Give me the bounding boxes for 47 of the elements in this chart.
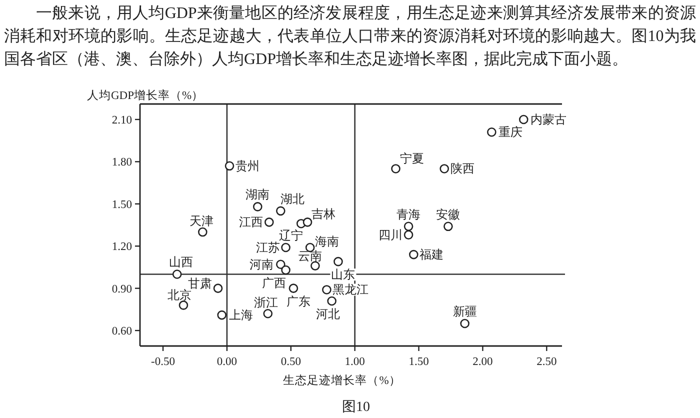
x-tick-label: 1.00 bbox=[344, 356, 365, 368]
point-label: 山东 bbox=[331, 268, 356, 282]
x-tick-label: -0.50 bbox=[151, 356, 175, 368]
x-tick-label: 0.50 bbox=[280, 356, 301, 368]
point-label: 新疆 bbox=[452, 304, 477, 318]
point-label: 云南 bbox=[298, 248, 322, 263]
point-label: 安徽 bbox=[436, 207, 460, 222]
point-label: 广西 bbox=[262, 276, 286, 290]
point-label: 北京 bbox=[167, 288, 192, 302]
point-label: 青海 bbox=[396, 207, 421, 222]
y-tick-label: 0.60 bbox=[112, 326, 132, 338]
x-tick-label: 2.00 bbox=[472, 356, 493, 368]
point-label: 内蒙古 bbox=[530, 112, 567, 126]
y-tick-label: 1.50 bbox=[112, 198, 132, 211]
y-tick-label: 1.80 bbox=[112, 156, 132, 169]
point-label: 天津 bbox=[190, 214, 214, 228]
y-axis-title: 人均GDP增长率（%） bbox=[87, 90, 204, 102]
y-tick-label: 1.20 bbox=[112, 241, 132, 254]
x-tick-label: 0.00 bbox=[216, 356, 238, 368]
point-label: 江苏 bbox=[256, 240, 280, 254]
point-label: 广东 bbox=[286, 294, 310, 308]
x-tick-label: 2.50 bbox=[536, 356, 557, 368]
caption: 图10 bbox=[342, 400, 370, 415]
point-label: 四川 bbox=[378, 228, 403, 242]
point-label: 河南 bbox=[250, 257, 274, 272]
point-label: 重庆 bbox=[498, 125, 523, 140]
point-label: 江西 bbox=[239, 215, 264, 230]
x-axis-title: 生态足迹增长率（%） bbox=[283, 375, 401, 387]
point-label: 上海 bbox=[228, 308, 253, 322]
point-label: 湖南 bbox=[246, 188, 270, 202]
point-label: 贵州 bbox=[236, 158, 260, 173]
point-label: 山西 bbox=[169, 255, 194, 270]
point-label: 河北 bbox=[316, 306, 340, 321]
point-label: 陕西 bbox=[450, 162, 474, 176]
point-label: 海南 bbox=[315, 234, 340, 248]
y-tick-label: 0.90 bbox=[112, 283, 132, 296]
y-tick-label: 2.10 bbox=[112, 114, 132, 126]
point-label: 宁夏 bbox=[400, 152, 424, 166]
point-label: 福建 bbox=[420, 248, 444, 262]
point-label: 甘肃 bbox=[188, 276, 212, 290]
point-label: 吉林 bbox=[312, 207, 336, 222]
point-label: 浙江 bbox=[254, 296, 278, 310]
point-label: 黑龙江 bbox=[332, 282, 369, 297]
point-label: 湖北 bbox=[280, 192, 305, 206]
annotation: 一般来说，用人均GDP来衡量地区的经济发展程度，用生态足迹来测算其经济发展带来的资源消耗和对环境的影响。生态足迹越大，代表单位人口带来的资源消耗对环境的影响越大。图10为我国各省区（港、澳、台除外）人均GDP增长率和生态足迹增长率图，据此完成下面小题。 bbox=[4, 4, 696, 70]
x-tick-label: 1.50 bbox=[408, 356, 429, 368]
point-label: 辽宁 bbox=[279, 228, 304, 243]
